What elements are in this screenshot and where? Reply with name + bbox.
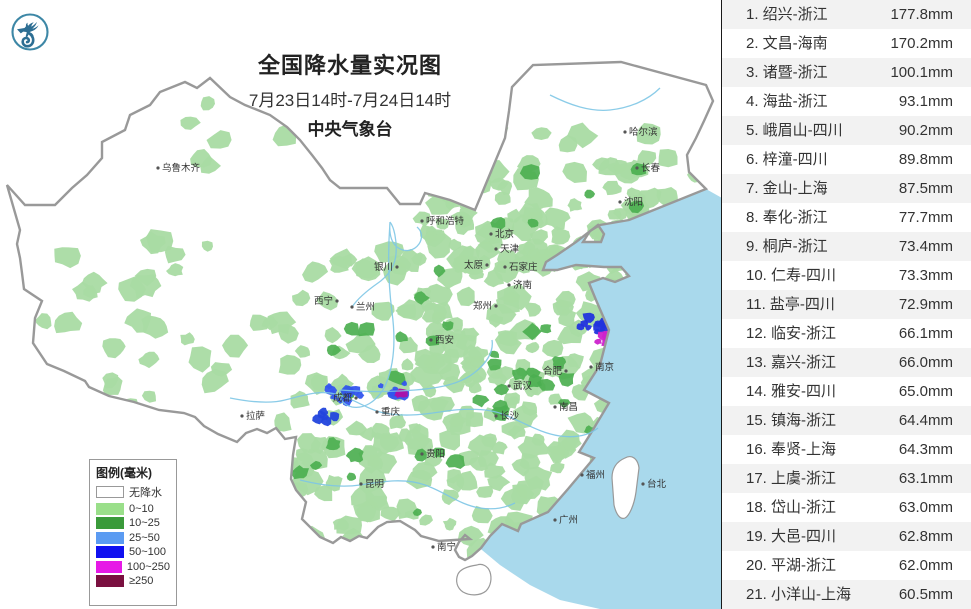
svg-text:长沙: 长沙 — [500, 410, 520, 422]
svg-text:乌鲁木齐: 乌鲁木齐 — [162, 162, 201, 174]
svg-text:西宁: 西宁 — [314, 295, 333, 307]
svg-text:天津: 天津 — [500, 244, 520, 255]
svg-text:南宁: 南宁 — [437, 541, 456, 553]
svg-text:南昌: 南昌 — [559, 401, 578, 413]
svg-text:呼和浩特: 呼和浩特 — [426, 215, 465, 227]
svg-text:贵阳: 贵阳 — [426, 448, 445, 460]
svg-text:成都: 成都 — [333, 392, 353, 404]
svg-text:广州: 广州 — [559, 514, 578, 526]
svg-text:台北: 台北 — [647, 478, 667, 490]
svg-text:合肥: 合肥 — [543, 365, 563, 377]
svg-text:郑州: 郑州 — [473, 300, 492, 312]
svg-text:银川: 银川 — [374, 261, 393, 273]
svg-text:哈尔滨: 哈尔滨 — [629, 126, 658, 138]
svg-text:重庆: 重庆 — [381, 406, 401, 418]
svg-text:南京: 南京 — [595, 361, 614, 373]
svg-text:沈阳: 沈阳 — [624, 196, 643, 208]
svg-text:兰州: 兰州 — [356, 301, 375, 313]
svg-text:石家庄: 石家庄 — [509, 261, 538, 273]
svg-text:西安: 西安 — [435, 334, 454, 346]
svg-text:济南: 济南 — [513, 279, 532, 291]
svg-text:北京: 北京 — [495, 228, 514, 240]
svg-text:昆明: 昆明 — [365, 479, 384, 490]
svg-text:福州: 福州 — [586, 469, 605, 481]
svg-text:武汉: 武汉 — [513, 380, 533, 392]
svg-text:拉萨: 拉萨 — [246, 410, 266, 422]
svg-text:长春: 长春 — [641, 162, 661, 174]
svg-text:太原: 太原 — [464, 259, 483, 271]
